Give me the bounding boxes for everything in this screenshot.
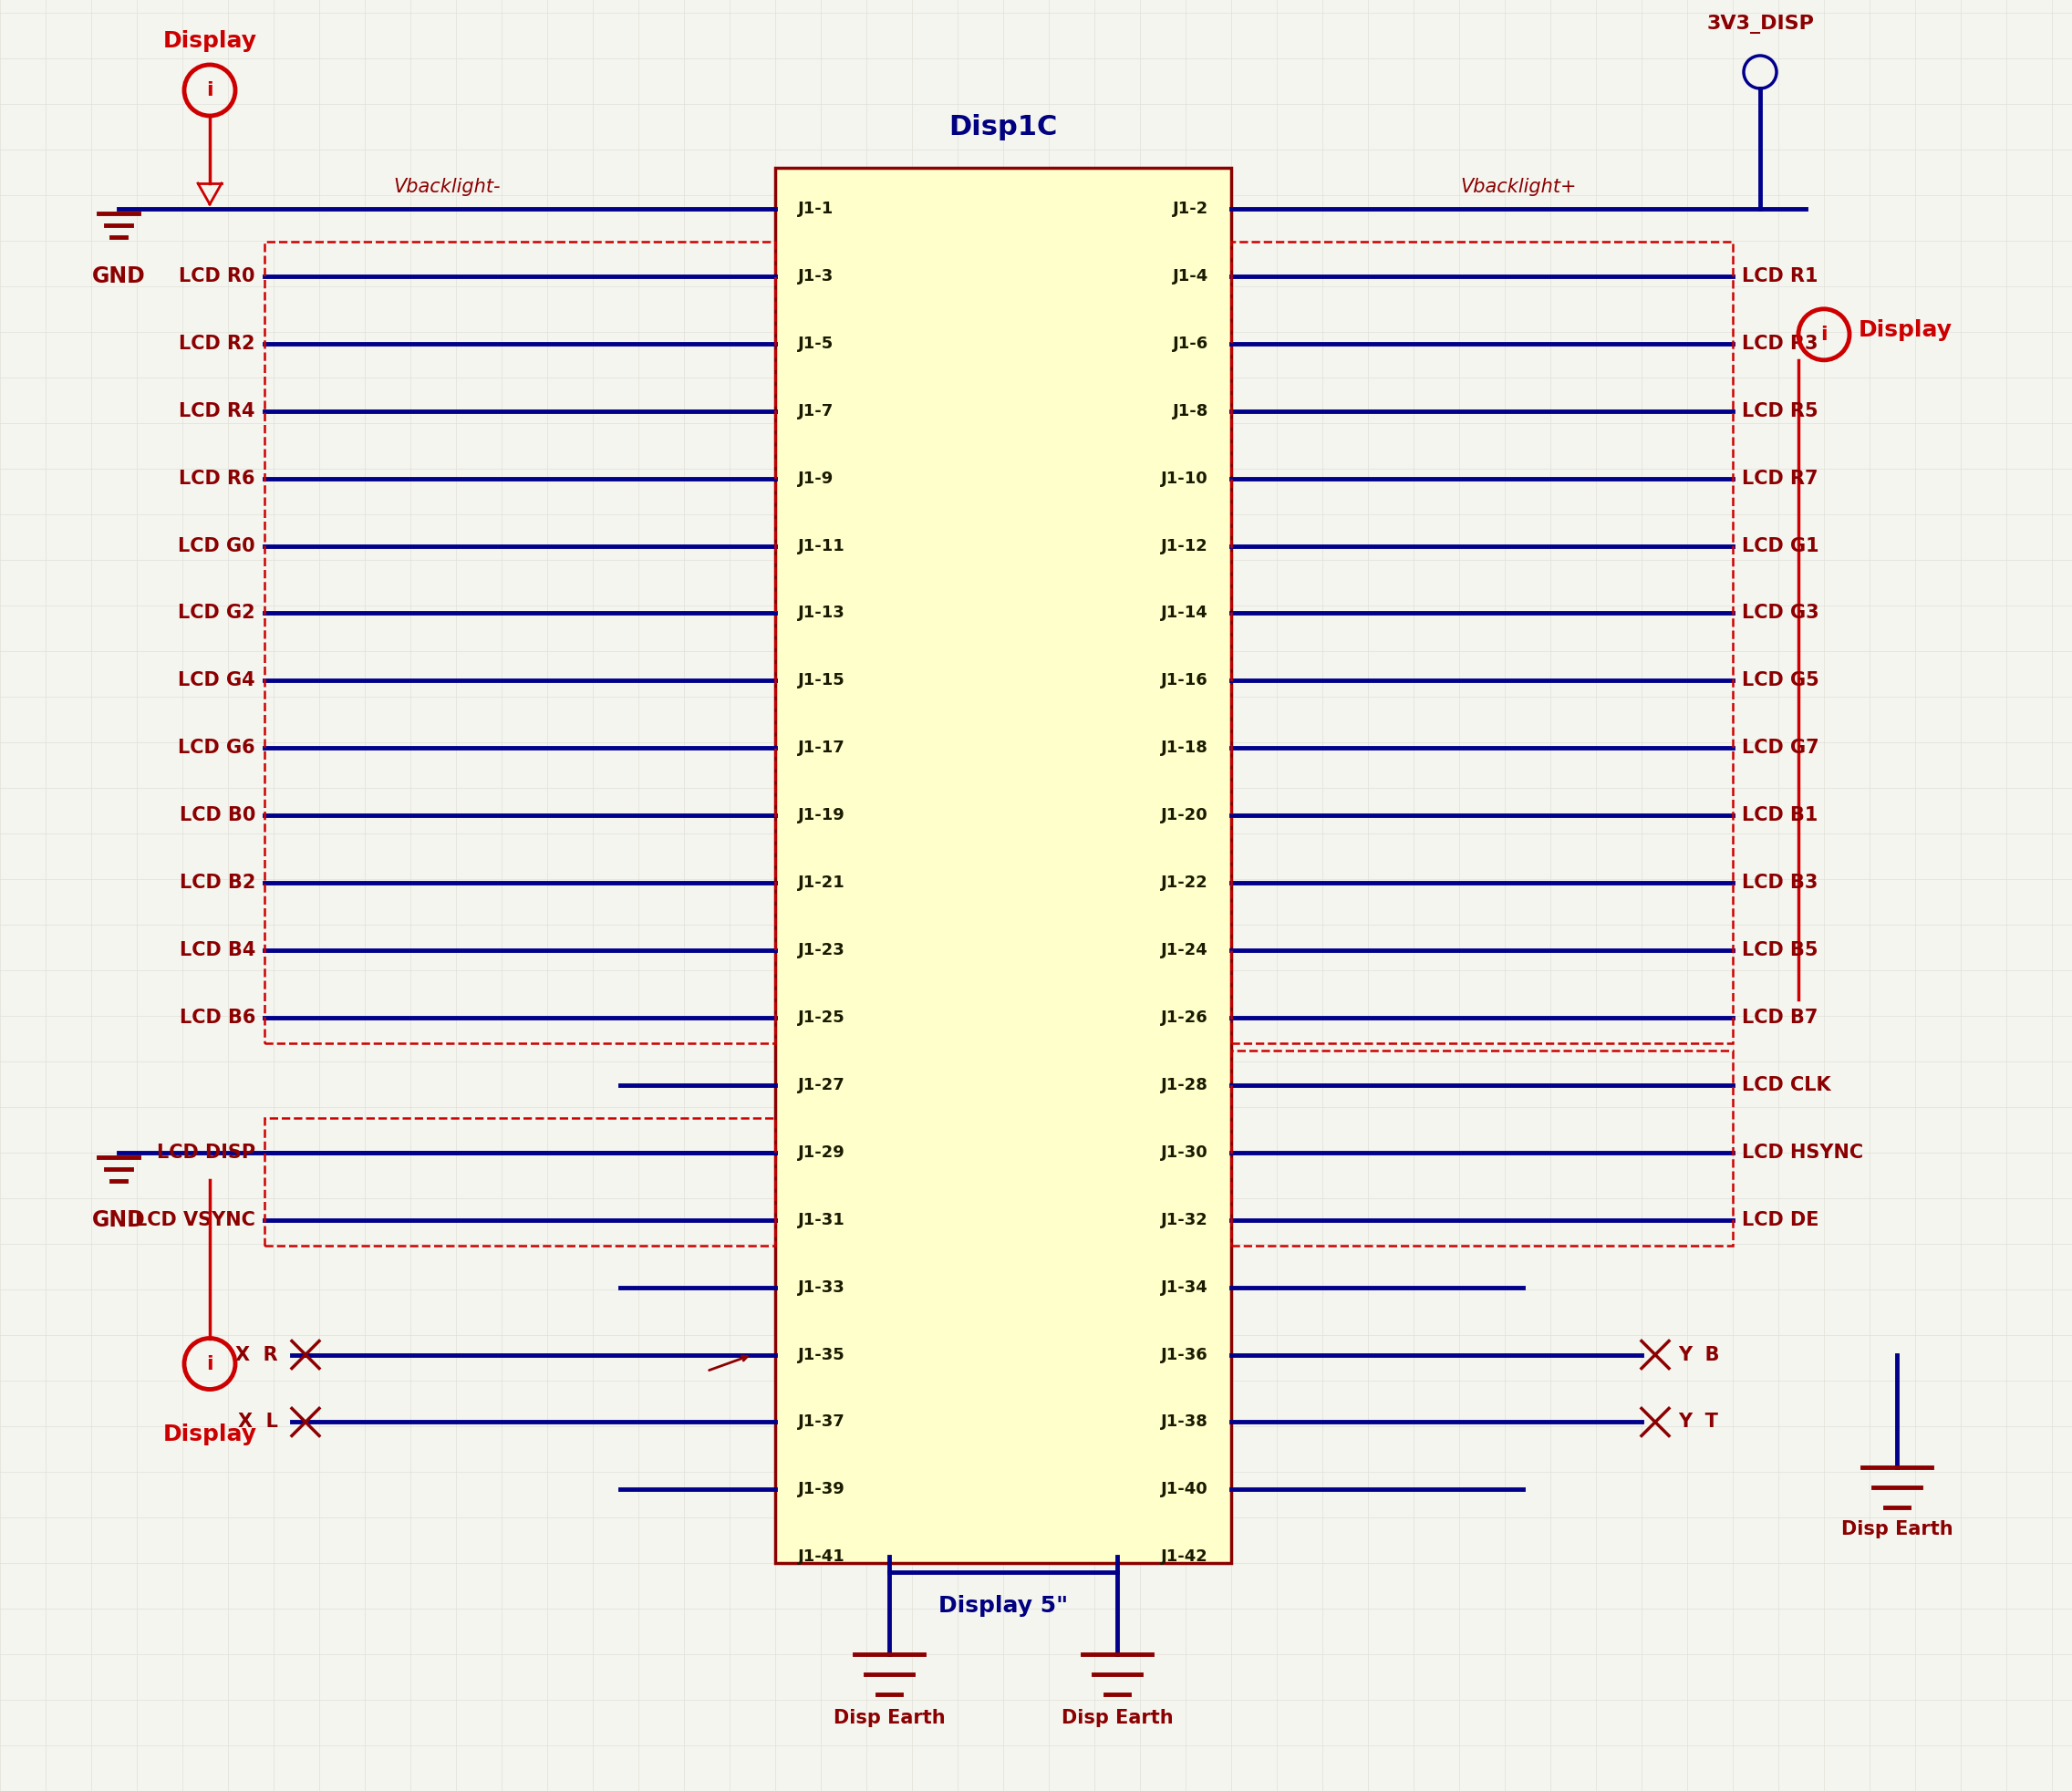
Text: LCD G7: LCD G7 [1743,740,1819,758]
Text: J1-9: J1-9 [798,471,833,487]
Text: i: i [207,1354,213,1374]
Text: Vbacklight+: Vbacklight+ [1461,177,1577,195]
Text: J1-11: J1-11 [798,537,845,553]
Text: Disp Earth: Disp Earth [1842,1521,1952,1538]
Text: LCD VSYNC: LCD VSYNC [135,1211,255,1229]
Text: J1-4: J1-4 [1173,269,1208,285]
Text: J1-5: J1-5 [798,335,833,351]
Text: J1-12: J1-12 [1160,537,1208,553]
Text: J1-17: J1-17 [798,740,845,756]
Text: J1-37: J1-37 [798,1413,845,1431]
Text: J1-2: J1-2 [1173,201,1208,217]
FancyBboxPatch shape [775,168,1231,1564]
Text: J1-30: J1-30 [1160,1144,1208,1161]
Text: J1-8: J1-8 [1173,403,1208,419]
Text: LCD R1: LCD R1 [1743,267,1817,285]
Text: J1-10: J1-10 [1160,471,1208,487]
Text: J1-25: J1-25 [798,1010,845,1026]
Text: LCD G3: LCD G3 [1743,604,1819,621]
Text: J1-13: J1-13 [798,605,845,621]
Text: Y  B: Y B [1678,1345,1720,1363]
Text: J1-15: J1-15 [798,672,845,690]
Text: J1-28: J1-28 [1160,1076,1208,1093]
Bar [1231,1050,1732,1245]
Text: LCD R7: LCD R7 [1743,469,1817,487]
Text: LCD B3: LCD B3 [1743,874,1817,892]
Text: Display: Display [1859,319,1952,340]
Bar [265,242,775,1042]
Text: LCD B1: LCD B1 [1743,806,1817,824]
Text: LCD G5: LCD G5 [1743,672,1819,690]
Text: J1-21: J1-21 [798,874,845,892]
Text: J1-32: J1-32 [1160,1213,1208,1229]
Text: J1-35: J1-35 [798,1347,845,1363]
Text: i: i [1821,326,1828,344]
Text: J1-27: J1-27 [798,1076,845,1093]
Text: Display: Display [164,1424,257,1445]
Text: LCD B4: LCD B4 [180,940,255,960]
Text: Disp Earth: Disp Earth [1061,1709,1173,1727]
Text: LCD R3: LCD R3 [1743,335,1817,353]
Text: J1-20: J1-20 [1160,808,1208,824]
Text: J1-33: J1-33 [798,1279,845,1295]
Text: J1-34: J1-34 [1160,1279,1208,1295]
Text: Vbacklight-: Vbacklight- [394,177,501,195]
Text: J1-39: J1-39 [798,1481,845,1497]
Text: J1-36: J1-36 [1160,1347,1208,1363]
Text: LCD G0: LCD G0 [178,537,255,555]
Text: LCD B6: LCD B6 [180,1008,255,1026]
Text: LCD CLK: LCD CLK [1743,1076,1832,1094]
Text: LCD B0: LCD B0 [180,806,255,824]
Text: J1-26: J1-26 [1160,1010,1208,1026]
Text: GND: GND [91,1209,145,1230]
Text: J1-1: J1-1 [798,201,833,217]
Text: 3V3_DISP: 3V3_DISP [1707,14,1813,34]
Text: J1-18: J1-18 [1160,740,1208,756]
Text: Display 5": Display 5" [939,1596,1067,1617]
Text: J1-41: J1-41 [798,1549,845,1565]
Text: LCD B5: LCD B5 [1743,940,1817,960]
Text: LCD G2: LCD G2 [178,604,255,621]
Text: LCD DE: LCD DE [1743,1211,1819,1229]
Bar [265,1118,775,1245]
Text: LCD G1: LCD G1 [1743,537,1819,555]
Text: J1-3: J1-3 [798,269,833,285]
Text: J1-16: J1-16 [1160,672,1208,690]
Text: LCD HSYNC: LCD HSYNC [1743,1143,1863,1162]
Text: LCD DISP: LCD DISP [157,1143,255,1162]
Text: J1-42: J1-42 [1160,1549,1208,1565]
Text: LCD R4: LCD R4 [178,401,255,421]
Text: LCD R6: LCD R6 [178,469,255,487]
Text: Display: Display [164,30,257,52]
Text: LCD B7: LCD B7 [1743,1008,1817,1026]
Text: LCD R5: LCD R5 [1743,401,1817,421]
Text: J1-38: J1-38 [1160,1413,1208,1431]
Text: J1-22: J1-22 [1160,874,1208,892]
Bar [1231,242,1732,1042]
Text: X  R: X R [236,1345,278,1363]
Text: i: i [207,81,213,99]
Text: Disp1C: Disp1C [949,115,1057,140]
Text: LCD G6: LCD G6 [178,740,255,758]
Text: J1-7: J1-7 [798,403,833,419]
Text: J1-6: J1-6 [1173,335,1208,351]
Text: J1-31: J1-31 [798,1213,845,1229]
Text: J1-14: J1-14 [1160,605,1208,621]
Text: J1-19: J1-19 [798,808,845,824]
Text: LCD B2: LCD B2 [180,874,255,892]
Text: X  L: X L [238,1413,278,1431]
Text: GND: GND [91,265,145,287]
Text: Y  T: Y T [1678,1413,1718,1431]
Text: LCD G4: LCD G4 [178,672,255,690]
Text: J1-23: J1-23 [798,942,845,958]
Text: J1-29: J1-29 [798,1144,845,1161]
Text: LCD R0: LCD R0 [178,267,255,285]
Text: LCD R2: LCD R2 [178,335,255,353]
Text: J1-40: J1-40 [1160,1481,1208,1497]
Text: Disp Earth: Disp Earth [833,1709,945,1727]
Text: J1-24: J1-24 [1160,942,1208,958]
